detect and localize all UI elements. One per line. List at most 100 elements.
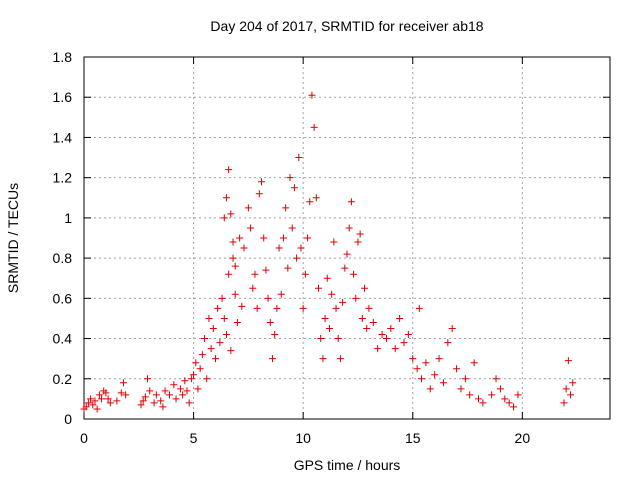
- data-point: [418, 375, 426, 383]
- data-point: [172, 395, 180, 403]
- data-point: [240, 244, 248, 252]
- grid-lines: [84, 57, 610, 419]
- data-point: [321, 314, 329, 322]
- data-point: [231, 290, 239, 298]
- data-point: [299, 304, 307, 312]
- axis-ticks: 0 0.2 0.4 0.6 0.8 1 1.2 1.4 1.6 1.8 0 5 10 15 20: [53, 49, 610, 446]
- data-point: [227, 210, 235, 218]
- data-point: [358, 314, 366, 322]
- data-point: [194, 385, 202, 393]
- data-point: [332, 304, 340, 312]
- data-point: [301, 270, 309, 278]
- data-point: [341, 264, 349, 272]
- data-point: [369, 318, 377, 326]
- data-point: [363, 325, 371, 332]
- data-point: [222, 331, 230, 339]
- data-point: [89, 401, 97, 409]
- data-point: [152, 391, 160, 399]
- data-point: [264, 294, 272, 302]
- data-point: [185, 399, 193, 407]
- data-point: [251, 270, 259, 278]
- data-point: [233, 318, 241, 326]
- data-point: [308, 91, 316, 99]
- data-point: [84, 399, 92, 407]
- data-point: [505, 399, 513, 407]
- y-axis-label: SRMTID / TECUs: [5, 183, 21, 293]
- data-point: [378, 331, 386, 339]
- data-point: [203, 375, 211, 383]
- data-point: [141, 393, 149, 401]
- data-point: [356, 230, 364, 238]
- data-point: [330, 238, 338, 246]
- data-point: [139, 397, 147, 405]
- data-point: [238, 302, 246, 310]
- x-tick-label: 0: [80, 430, 88, 446]
- data-point: [295, 154, 303, 162]
- chart-title: Day 204 of 2017, SRMTID for receiver ab1…: [210, 18, 483, 34]
- data-point: [293, 254, 301, 262]
- y-tick-label: 1.4: [53, 129, 73, 145]
- y-tick-label: 0: [64, 411, 72, 427]
- data-point: [260, 234, 268, 242]
- data-point: [345, 224, 353, 232]
- data-point: [225, 270, 233, 278]
- data-point: [470, 359, 478, 367]
- data-point: [229, 254, 237, 262]
- y-tick-label: 1.8: [53, 49, 73, 65]
- data-point: [319, 355, 327, 363]
- data-point: [82, 403, 90, 411]
- data-point: [196, 365, 204, 373]
- data-point: [170, 381, 178, 389]
- data-point: [564, 357, 572, 365]
- data-point: [150, 399, 158, 407]
- data-point: [409, 355, 417, 363]
- data-point: [198, 351, 206, 359]
- data-point: [448, 325, 456, 332]
- data-points: [80, 91, 577, 413]
- data-point: [119, 379, 127, 387]
- data-point: [183, 387, 191, 395]
- data-point: [247, 224, 255, 232]
- plot-frame: [83, 56, 611, 420]
- data-point: [444, 339, 452, 347]
- data-point: [157, 397, 165, 405]
- data-point: [475, 395, 482, 403]
- data-point: [144, 375, 152, 383]
- data-point: [514, 391, 522, 399]
- data-point: [181, 377, 189, 385]
- data-point: [187, 375, 195, 383]
- data-point: [426, 385, 434, 393]
- data-point: [205, 314, 213, 322]
- data-point: [374, 345, 382, 353]
- data-point: [159, 403, 167, 411]
- data-point: [453, 365, 461, 373]
- data-point: [282, 204, 290, 212]
- data-point: [422, 359, 430, 367]
- data-point: [304, 234, 312, 242]
- data-point: [275, 244, 283, 252]
- data-point: [146, 387, 154, 395]
- y-tick-label: 0.6: [53, 290, 73, 306]
- data-point: [391, 345, 399, 353]
- data-point: [271, 331, 279, 339]
- data-point: [352, 294, 360, 302]
- data-point: [266, 318, 274, 326]
- data-point: [339, 298, 347, 306]
- data-point: [492, 375, 500, 383]
- data-point: [249, 284, 257, 292]
- data-point: [317, 335, 325, 343]
- data-point: [312, 194, 320, 202]
- y-tick-label: 1.2: [53, 170, 73, 186]
- data-point: [179, 391, 187, 399]
- data-point: [461, 375, 469, 383]
- data-point: [236, 234, 244, 242]
- data-point: [222, 194, 230, 202]
- data-point: [209, 325, 217, 332]
- y-tick-label: 0.8: [53, 250, 73, 266]
- data-point: [117, 389, 125, 397]
- data-point: [567, 391, 575, 399]
- data-point: [102, 389, 110, 397]
- data-point: [431, 371, 439, 379]
- data-point: [229, 238, 237, 246]
